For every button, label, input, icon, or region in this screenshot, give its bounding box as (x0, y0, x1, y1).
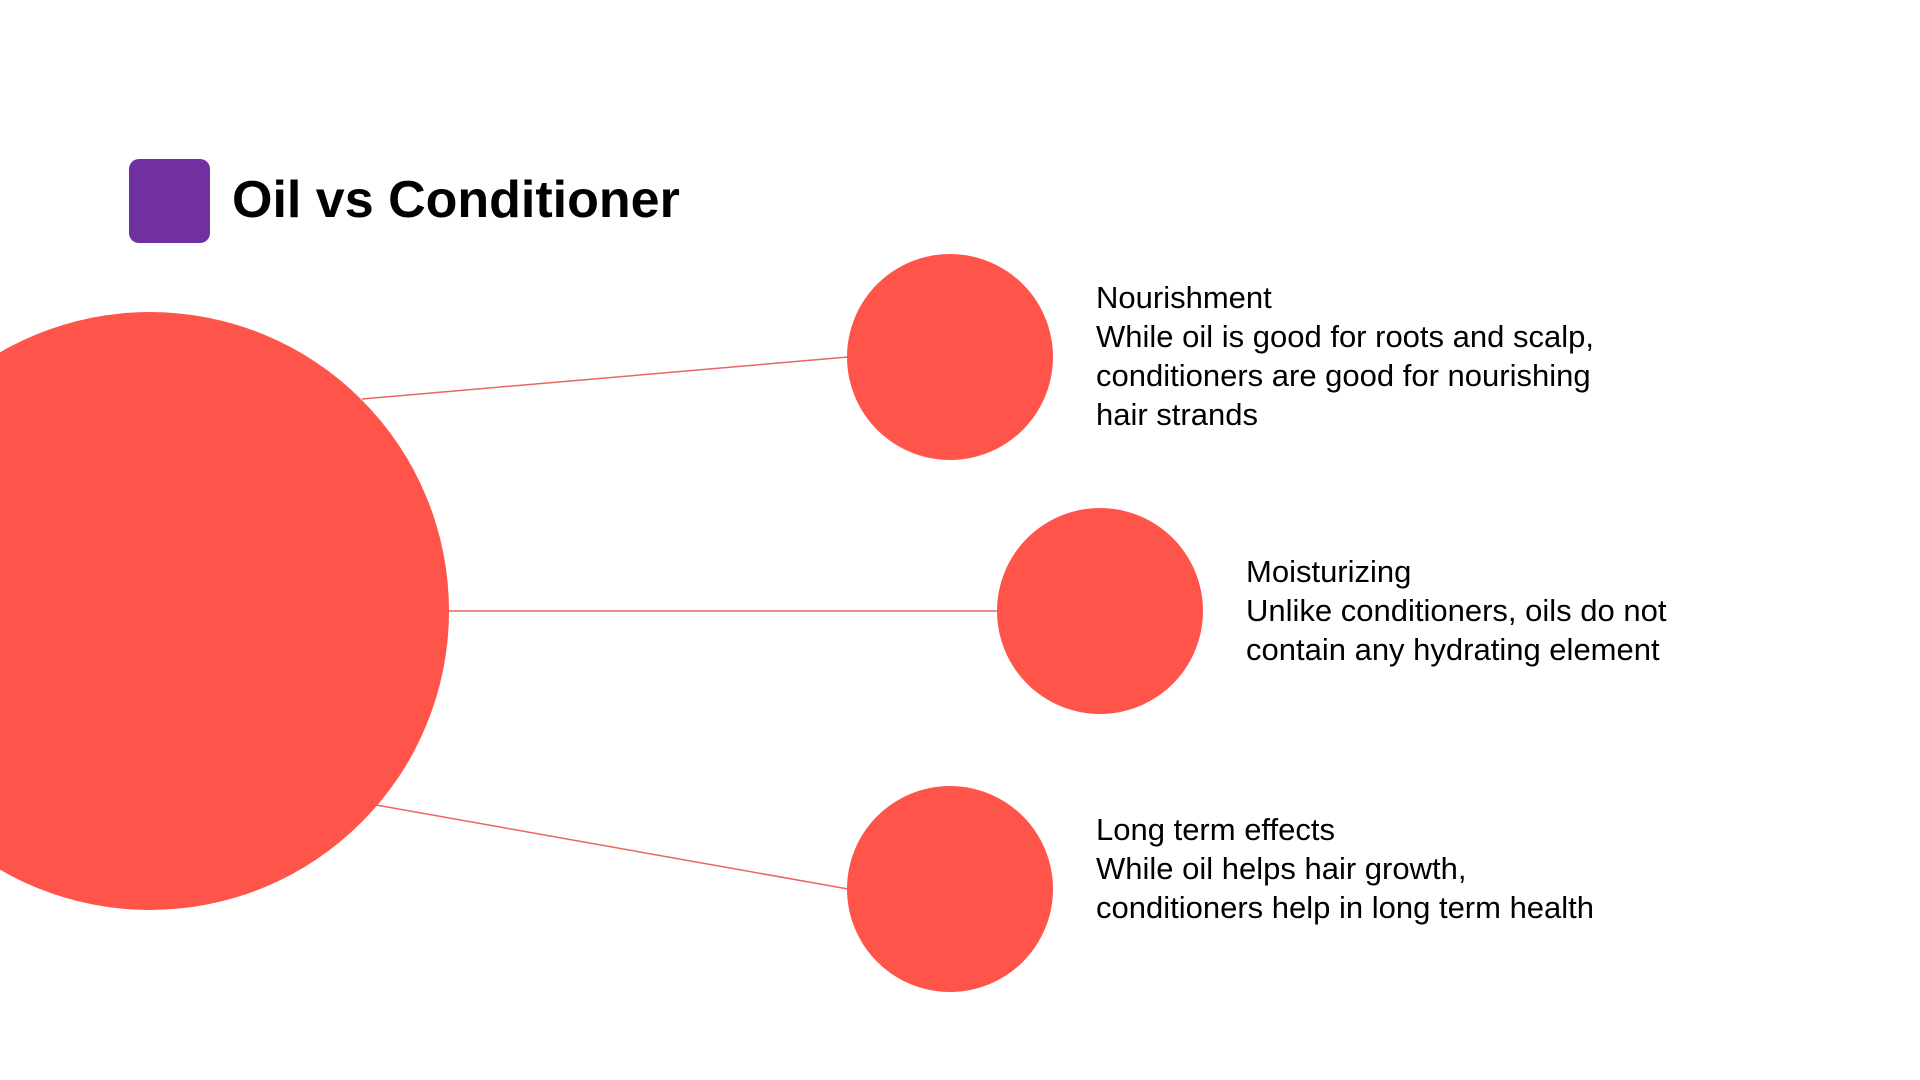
node-circle-2 (997, 508, 1203, 714)
item-moisturizing: Moisturizing Unlike conditioners, oils d… (1246, 552, 1726, 669)
item-nourishment: Nourishment While oil is good for roots … (1096, 278, 1596, 434)
item-description: While oil is good for roots and scalp, c… (1096, 319, 1594, 432)
title-accent-square (129, 159, 210, 243)
item-long-term-effects: Long term effects While oil helps hair g… (1096, 810, 1596, 927)
central-circle (0, 312, 449, 910)
page-title: Oil vs Conditioner (232, 171, 680, 229)
item-heading: Moisturizing (1246, 554, 1412, 589)
item-description: While oil helps hair growth, conditioner… (1096, 851, 1595, 925)
item-description: Unlike conditioners, oils do not contain… (1246, 593, 1667, 667)
node-circle-1 (847, 254, 1053, 460)
connector-line-3 (375, 804, 849, 890)
connector-line-1 (361, 356, 849, 400)
item-heading: Nourishment (1096, 280, 1272, 315)
item-heading: Long term effects (1096, 812, 1335, 847)
node-circle-3 (847, 786, 1053, 992)
